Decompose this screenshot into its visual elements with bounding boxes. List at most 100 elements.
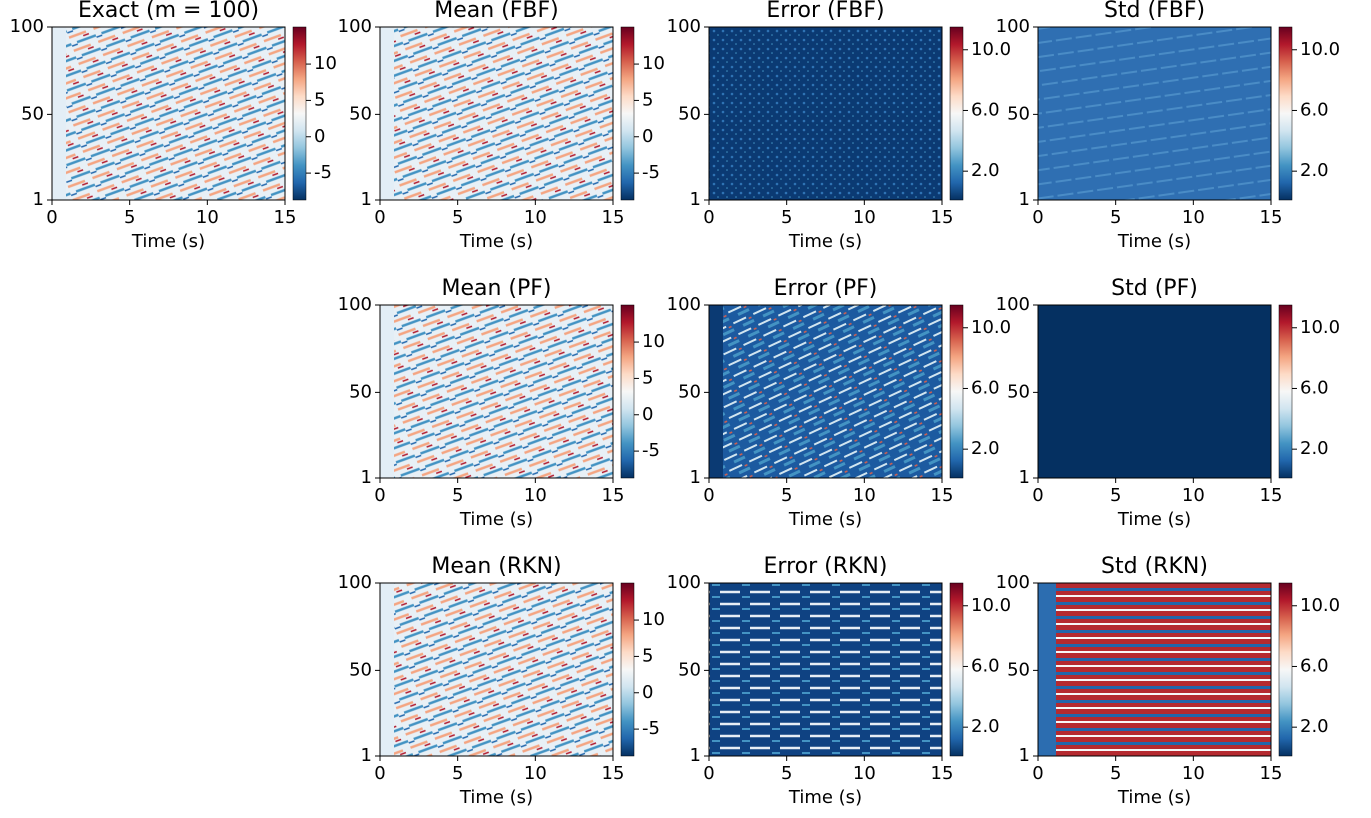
x-tick-label: 15 [602, 485, 625, 506]
x-tick-label: 10 [853, 763, 876, 784]
colorbar-tick-label: 10.0 [971, 317, 1011, 338]
chart-title: Exact (m = 100) [78, 0, 259, 23]
x-tick-label: 5 [452, 485, 463, 506]
colorbar-tick-label: 6.0 [1300, 377, 1329, 398]
heatmap [709, 27, 942, 200]
y-tick-label: 1 [1019, 189, 1030, 210]
x-tick-label: 10 [524, 485, 547, 506]
x-axis-label: Time (s) [459, 509, 533, 530]
heatmap [52, 27, 285, 200]
plot-frame [708, 582, 943, 757]
heatmap [1038, 27, 1271, 200]
y-tick-label: 1 [690, 467, 701, 488]
x-tick-label: 10 [524, 207, 547, 228]
x-tick-label: 0 [1032, 485, 1043, 506]
panel: Mean (PF) 0 5 10 15 1 50 100 Time (s) -5 0 5 10 [338, 276, 665, 530]
y-tick-label: 100 [667, 294, 701, 315]
y-tick-label: 50 [1007, 103, 1030, 124]
x-tick-label: 10 [853, 485, 876, 506]
x-tick-label: 15 [1260, 485, 1283, 506]
y-tick-label: 1 [1019, 467, 1030, 488]
colorbar-tick-label: 5 [642, 367, 653, 388]
colorbar-tick-label: 10.0 [971, 39, 1011, 60]
colorbar [620, 26, 635, 201]
x-axis-label: Time (s) [788, 231, 862, 252]
y-tick-label: 1 [361, 189, 372, 210]
y-tick-label: 50 [1007, 659, 1030, 680]
colorbar-tick-label: 2.0 [971, 160, 1000, 181]
plot-frame [379, 26, 614, 201]
chart-title: Std (FBF) [1104, 0, 1205, 23]
panel: Std (FBF) 0 5 10 15 1 50 100 Time (s) 2.0 6.0 10.0 [996, 0, 1340, 252]
y-tick-label: 50 [678, 103, 701, 124]
x-tick-label: 0 [703, 485, 714, 506]
y-tick-label: 50 [678, 659, 701, 680]
panel: Std (PF) 0 5 10 15 1 50 100 Time (s) 2.0 6.0 10.0 [996, 276, 1340, 530]
colorbar-tick-label: 10.0 [1300, 595, 1340, 616]
panel: Exact (m = 100) 0 5 10 15 1 50 100 Time (s) -5 0 5 1… [10, 0, 337, 252]
colorbar-tick-label: 6.0 [971, 377, 1000, 398]
y-tick-label: 50 [678, 381, 701, 402]
colorbar-tick-label: -5 [642, 440, 660, 461]
chart-title: Error (PF) [774, 276, 878, 301]
y-tick-label: 50 [349, 659, 372, 680]
y-tick-label: 1 [690, 189, 701, 210]
y-tick-label: 50 [1007, 381, 1030, 402]
heatmap [380, 583, 613, 756]
x-axis-label: Time (s) [1117, 231, 1191, 252]
y-tick-label: 1 [361, 745, 372, 766]
y-tick-label: 100 [338, 16, 372, 37]
x-tick-label: 10 [853, 207, 876, 228]
y-tick-label: 100 [338, 572, 372, 593]
chart-title: Std (PF) [1111, 276, 1198, 301]
y-tick-label: 100 [667, 16, 701, 37]
colorbar-tick-label: 5 [642, 645, 653, 666]
panel: Std (RKN) 0 5 10 15 1 50 100 Time (s) 2.0 6.0 10.0 [996, 554, 1340, 808]
colorbar-tick-label: 6.0 [1300, 655, 1329, 676]
colorbar-tick-label: 6.0 [1300, 99, 1329, 120]
x-tick-label: 0 [46, 207, 57, 228]
x-tick-label: 5 [452, 763, 463, 784]
x-tick-label: 10 [524, 763, 547, 784]
heatmap [709, 305, 942, 478]
x-tick-label: 0 [374, 207, 385, 228]
colorbar [1278, 582, 1293, 757]
heatmap-onset [380, 583, 394, 756]
colorbar-tick-label: 0 [314, 126, 325, 147]
plot-frame [1037, 26, 1272, 201]
x-tick-label: 0 [374, 763, 385, 784]
colorbar-tick-label: -5 [642, 162, 660, 183]
colorbar-tick-label: 10.0 [1300, 317, 1340, 338]
chart-title: Std (RKN) [1101, 554, 1208, 579]
heatmap-onset [380, 305, 394, 478]
heatmap-onset [52, 27, 66, 200]
x-axis-label: Time (s) [1117, 509, 1191, 530]
x-tick-label: 15 [931, 485, 954, 506]
x-tick-label: 15 [602, 207, 625, 228]
heatmap-onset [709, 305, 723, 478]
x-axis-label: Time (s) [788, 509, 862, 530]
colorbar-tick-label: -5 [314, 162, 332, 183]
x-tick-label: 15 [1260, 763, 1283, 784]
x-tick-label: 5 [124, 207, 135, 228]
colorbar-tick-label: 2.0 [971, 438, 1000, 459]
heatmap [1038, 583, 1271, 756]
colorbar-tick-label: 2.0 [1300, 160, 1329, 181]
x-tick-label: 5 [781, 207, 792, 228]
y-tick-label: 1 [690, 745, 701, 766]
x-tick-label: 5 [781, 763, 792, 784]
y-tick-label: 100 [338, 294, 372, 315]
heatmap-onset [1038, 583, 1056, 756]
colorbar [620, 582, 635, 757]
y-tick-label: 100 [996, 16, 1030, 37]
colorbar-tick-label: 10.0 [1300, 39, 1340, 60]
heatmap [709, 583, 942, 756]
y-tick-label: 100 [996, 294, 1030, 315]
colorbar-tick-label: 10 [642, 331, 665, 352]
chart-title: Mean (PF) [441, 276, 551, 301]
x-axis-label: Time (s) [788, 787, 862, 808]
y-tick-label: 100 [667, 572, 701, 593]
x-axis-label: Time (s) [459, 231, 533, 252]
x-tick-label: 5 [781, 485, 792, 506]
